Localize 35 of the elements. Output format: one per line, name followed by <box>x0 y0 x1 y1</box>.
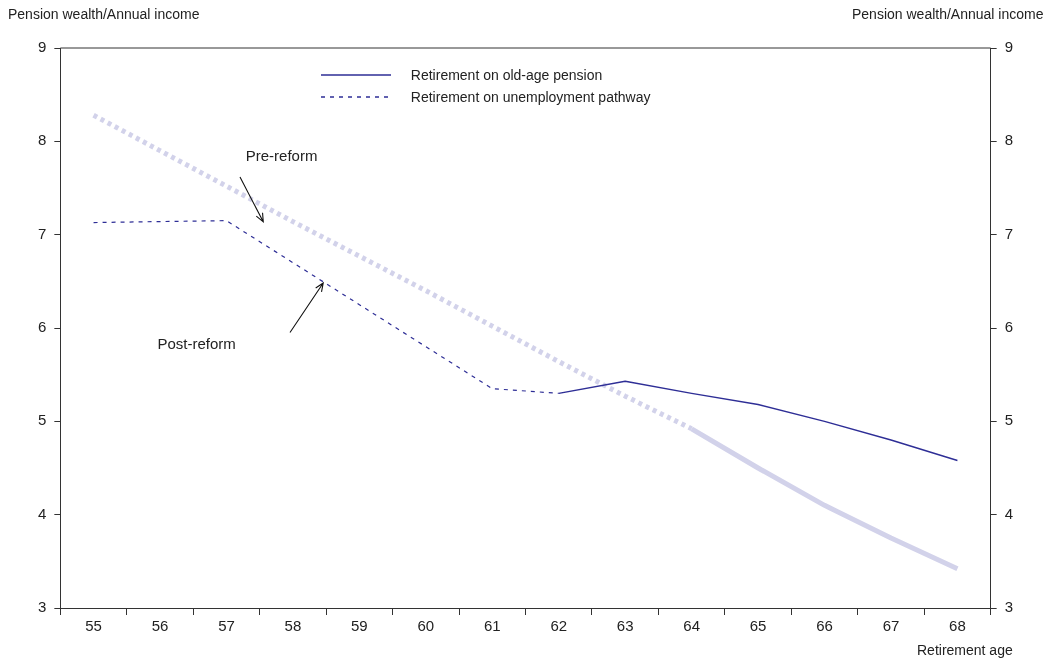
y-tick-label: 8 <box>38 131 47 149</box>
x-tick-label: 61 <box>483 617 501 635</box>
y-axis-title: Pension wealth/Annual income <box>8 6 200 22</box>
x-tick-label: 57 <box>218 617 235 635</box>
x-tick-label: 66 <box>816 617 833 635</box>
legend-label: Retirement on unemployment pathway <box>410 89 651 105</box>
x-tick-label: 65 <box>749 617 767 635</box>
x-tick-label: 67 <box>882 617 900 635</box>
x-tick-label: 60 <box>417 617 435 635</box>
x-tick-label: 55 <box>85 617 102 635</box>
y2-tick-label: 5 <box>1004 411 1013 429</box>
y-tick-label: 4 <box>38 504 47 522</box>
x-tick-label: 59 <box>351 617 368 635</box>
y-tick-label: 9 <box>38 38 47 56</box>
y-tick-label: 3 <box>38 598 47 616</box>
x-axis-title: Retirement age <box>917 642 1013 658</box>
x-tick-label: 58 <box>284 617 302 635</box>
x-tick-label: 64 <box>683 617 700 635</box>
x-tick-label: 68 <box>949 617 966 635</box>
y2-tick-label: 8 <box>1004 131 1013 149</box>
x-tick-label: 62 <box>550 617 568 635</box>
y-tick-label: 7 <box>38 224 47 242</box>
annotation: Pre-reform <box>245 146 318 164</box>
y2-tick-label: 4 <box>1004 504 1013 522</box>
x-tick-label: 56 <box>151 617 169 635</box>
y-tick-label: 5 <box>38 411 47 429</box>
y2-tick-label: 7 <box>1004 224 1013 242</box>
y2-axis-title: Pension wealth/Annual income <box>852 6 1044 22</box>
y2-tick-label: 3 <box>1004 598 1013 616</box>
annotation: Post-reform <box>157 334 236 352</box>
y-tick-label: 6 <box>38 318 47 336</box>
y2-tick-label: 6 <box>1004 318 1013 336</box>
x-tick-label: 63 <box>616 617 634 635</box>
legend-label: Retirement on old-age pension <box>410 67 603 83</box>
y2-tick-label: 9 <box>1004 38 1013 56</box>
